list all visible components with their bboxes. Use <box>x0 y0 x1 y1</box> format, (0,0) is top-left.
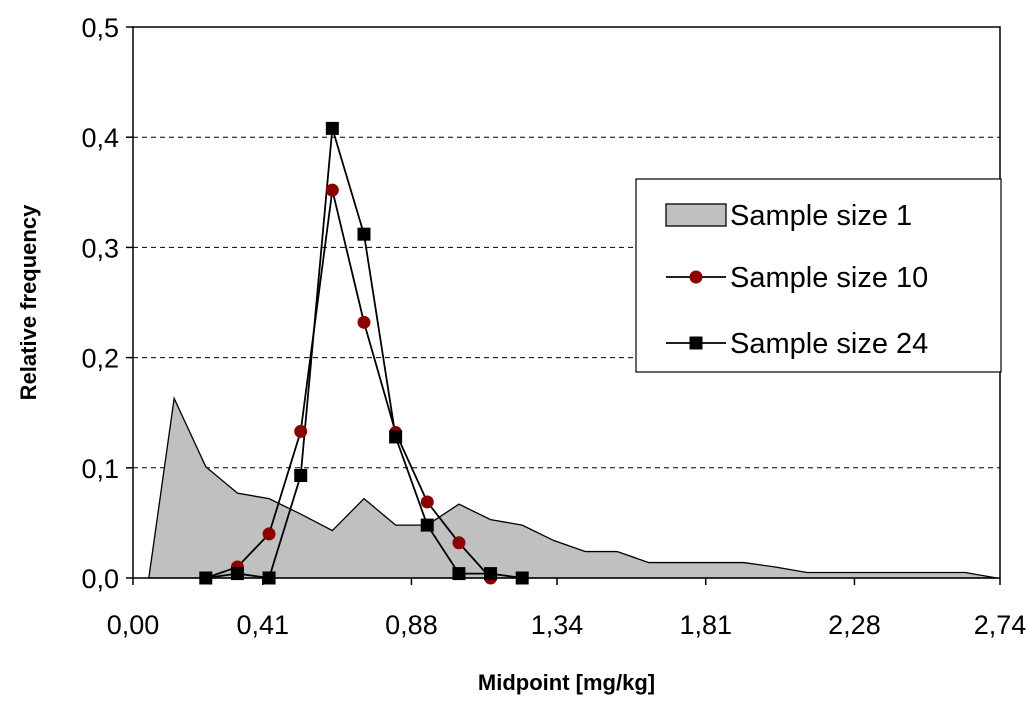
series-2-point-7 <box>420 518 434 532</box>
x-tick-label-1: 0,41 <box>236 610 289 640</box>
legend-swatch-0 <box>665 203 727 227</box>
y-tick-label-0: 0,0 <box>81 564 119 594</box>
legend-items: Sample size 1 Sample size 10 Sample size 2… <box>665 200 928 360</box>
series-area-layer <box>148 396 997 579</box>
series-2-point-1 <box>230 567 244 581</box>
legend-label-0: Sample size 1 <box>730 200 912 232</box>
x-tick-label-6: 2,74 <box>974 610 1027 640</box>
y-tick-label-5: 0,5 <box>81 13 119 43</box>
x-tick-label-3: 1,34 <box>531 610 584 640</box>
x-tick-label-2: 0,88 <box>385 610 438 640</box>
y-tick-label-1: 0,1 <box>81 454 119 484</box>
series-1-point-4 <box>325 183 339 197</box>
series-2-point-4 <box>325 121 339 135</box>
x-axis-title: Midpoint [mg/kg] <box>478 670 655 695</box>
series-2-point-3 <box>294 469 308 483</box>
series-line-1 <box>205 189 492 579</box>
series-1-point-8 <box>452 536 466 550</box>
x-axis-ticks: 0,00 0,41 0,88 1,34 1,81 2,28 2,74 <box>107 578 1027 640</box>
x-tick-label-5: 2,28 <box>828 610 881 640</box>
legend-marker-2 <box>689 336 703 350</box>
series-2-point-6 <box>389 430 403 444</box>
legend-label-1: Sample size 10 <box>730 262 928 294</box>
y-tick-label-2: 0,2 <box>81 344 119 374</box>
series-1-point-5 <box>357 315 371 329</box>
series-1-point-7 <box>420 495 434 509</box>
y-axis-ticks: 0,0 0,1 0,2 0,3 0,4 0,5 <box>81 13 133 594</box>
y-tick-label-3: 0,3 <box>81 233 119 263</box>
y-tick-label-4: 0,4 <box>81 123 119 153</box>
legend-label-2: Sample size 24 <box>730 328 928 360</box>
series-2-point-9 <box>484 567 498 581</box>
series-1-point-3 <box>294 424 308 438</box>
series-area-0 <box>148 396 997 579</box>
series-1-point-2 <box>262 527 276 541</box>
x-tick-label-4: 1,81 <box>679 610 732 640</box>
series-2-point-5 <box>357 227 371 241</box>
y-axis-title: Relative frequency <box>16 204 41 400</box>
x-tick-label-0: 0,00 <box>107 610 160 640</box>
legend: Sample size 1 Sample size 10 Sample size 2… <box>635 178 1002 373</box>
series-2-point-8 <box>452 567 466 581</box>
legend-marker-1 <box>689 270 703 284</box>
